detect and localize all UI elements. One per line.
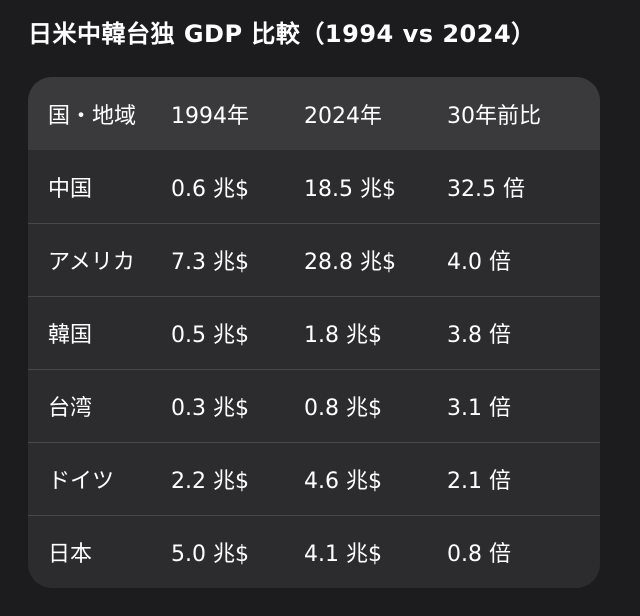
cell-gdp-2024: 18.5 兆$	[304, 176, 396, 202]
cell-country: 日本	[48, 542, 93, 567]
cell-ratio: 2.1 倍	[447, 469, 511, 494]
header-country: 国・地域	[48, 103, 137, 129]
cell-ratio: 0.8 倍	[447, 542, 511, 567]
cell-country: 台湾	[48, 396, 93, 421]
table-row: ドイツ 2.2 兆$ 4.6 兆$ 2.1 倍	[28, 442, 600, 515]
cell-country: ドイツ	[48, 469, 115, 494]
cell-gdp-1994: 0.3 兆$	[171, 396, 249, 421]
cell-country: 韓国	[48, 323, 93, 348]
header-2024: 2024年	[304, 103, 382, 129]
header-1994: 1994年	[171, 103, 249, 129]
cell-gdp-2024: 4.1 兆$	[304, 542, 382, 567]
table-row: 日本 5.0 兆$ 4.1 兆$ 0.8 倍	[28, 515, 600, 588]
table-row: 韓国 0.5 兆$ 1.8 兆$ 3.8 倍	[28, 296, 600, 369]
table-row: 中国 0.6 兆$ 18.5 兆$ 32.5 倍	[28, 150, 600, 223]
cell-ratio: 4.0 倍	[447, 250, 511, 275]
cell-gdp-1994: 0.6 兆$	[171, 176, 249, 202]
cell-gdp-1994: 2.2 兆$	[171, 469, 249, 494]
gdp-table: 国・地域 1994年 2024年 30年前比 中国 0.6 兆$ 18.5 兆$…	[28, 77, 600, 588]
cell-gdp-2024: 4.6 兆$	[304, 469, 382, 494]
cell-gdp-1994: 5.0 兆$	[171, 542, 249, 567]
cell-gdp-2024: 28.8 兆$	[304, 250, 396, 275]
cell-gdp-2024: 1.8 兆$	[304, 323, 382, 348]
cell-gdp-1994: 0.5 兆$	[171, 323, 249, 348]
table-row: 台湾 0.3 兆$ 0.8 兆$ 3.1 倍	[28, 369, 600, 442]
cell-ratio: 3.1 倍	[447, 396, 511, 421]
cell-ratio: 32.5 倍	[447, 176, 525, 202]
cell-ratio: 3.8 倍	[447, 323, 511, 348]
page-title: 日米中韓台独 GDP 比較（1994 vs 2024）	[28, 20, 536, 48]
table-row: アメリカ 7.3 兆$ 28.8 兆$ 4.0 倍	[28, 223, 600, 296]
table-header: 国・地域 1994年 2024年 30年前比	[28, 77, 600, 150]
cell-country: 中国	[48, 176, 93, 202]
header-ratio: 30年前比	[447, 103, 541, 129]
cell-gdp-1994: 7.3 兆$	[171, 250, 249, 275]
cell-country: アメリカ	[48, 250, 135, 275]
cell-gdp-2024: 0.8 兆$	[304, 396, 382, 421]
